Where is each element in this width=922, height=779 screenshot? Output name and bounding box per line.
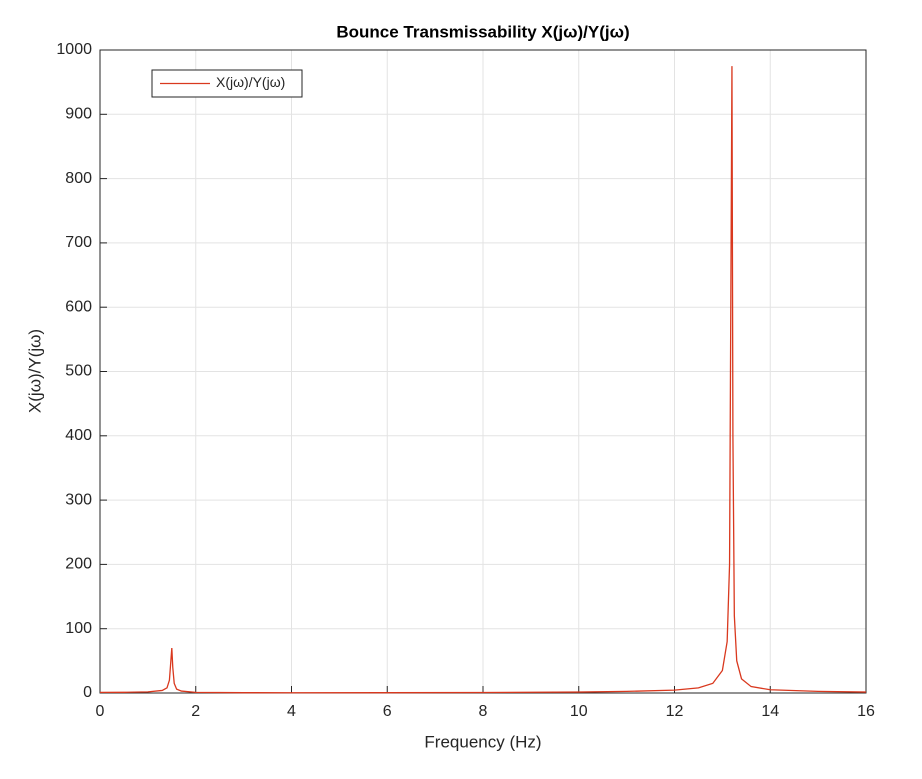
y-tick-label: 600 bbox=[65, 298, 92, 315]
x-tick-label: 12 bbox=[666, 703, 684, 720]
chart-title: Bounce Transmissability X(jω)/Y(jω) bbox=[336, 22, 629, 41]
y-tick-label: 900 bbox=[65, 106, 92, 123]
x-tick-label: 16 bbox=[857, 703, 875, 720]
y-tick-label: 700 bbox=[65, 234, 92, 251]
y-tick-label: 300 bbox=[65, 491, 92, 508]
y-tick-label: 200 bbox=[65, 556, 92, 573]
x-tick-label: 14 bbox=[761, 703, 779, 720]
y-tick-label: 400 bbox=[65, 427, 92, 444]
x-tick-label: 8 bbox=[479, 703, 488, 720]
y-tick-label: 800 bbox=[65, 170, 92, 187]
x-tick-label: 10 bbox=[570, 703, 588, 720]
y-tick-label: 1000 bbox=[56, 41, 92, 58]
y-tick-label: 100 bbox=[65, 620, 92, 637]
legend-label: X(jω)/Y(jω) bbox=[216, 74, 285, 90]
x-axis-label: Frequency (Hz) bbox=[424, 732, 541, 751]
y-axis-label: X(jω)/Y(jω) bbox=[25, 329, 44, 413]
y-tick-label: 0 bbox=[83, 684, 92, 701]
y-tick-label: 500 bbox=[65, 363, 92, 380]
x-tick-label: 6 bbox=[383, 703, 392, 720]
data-line bbox=[99, 66, 867, 694]
x-tick-label: 2 bbox=[191, 703, 200, 720]
x-tick-label: 4 bbox=[287, 703, 296, 720]
x-tick-label: 0 bbox=[96, 703, 105, 720]
